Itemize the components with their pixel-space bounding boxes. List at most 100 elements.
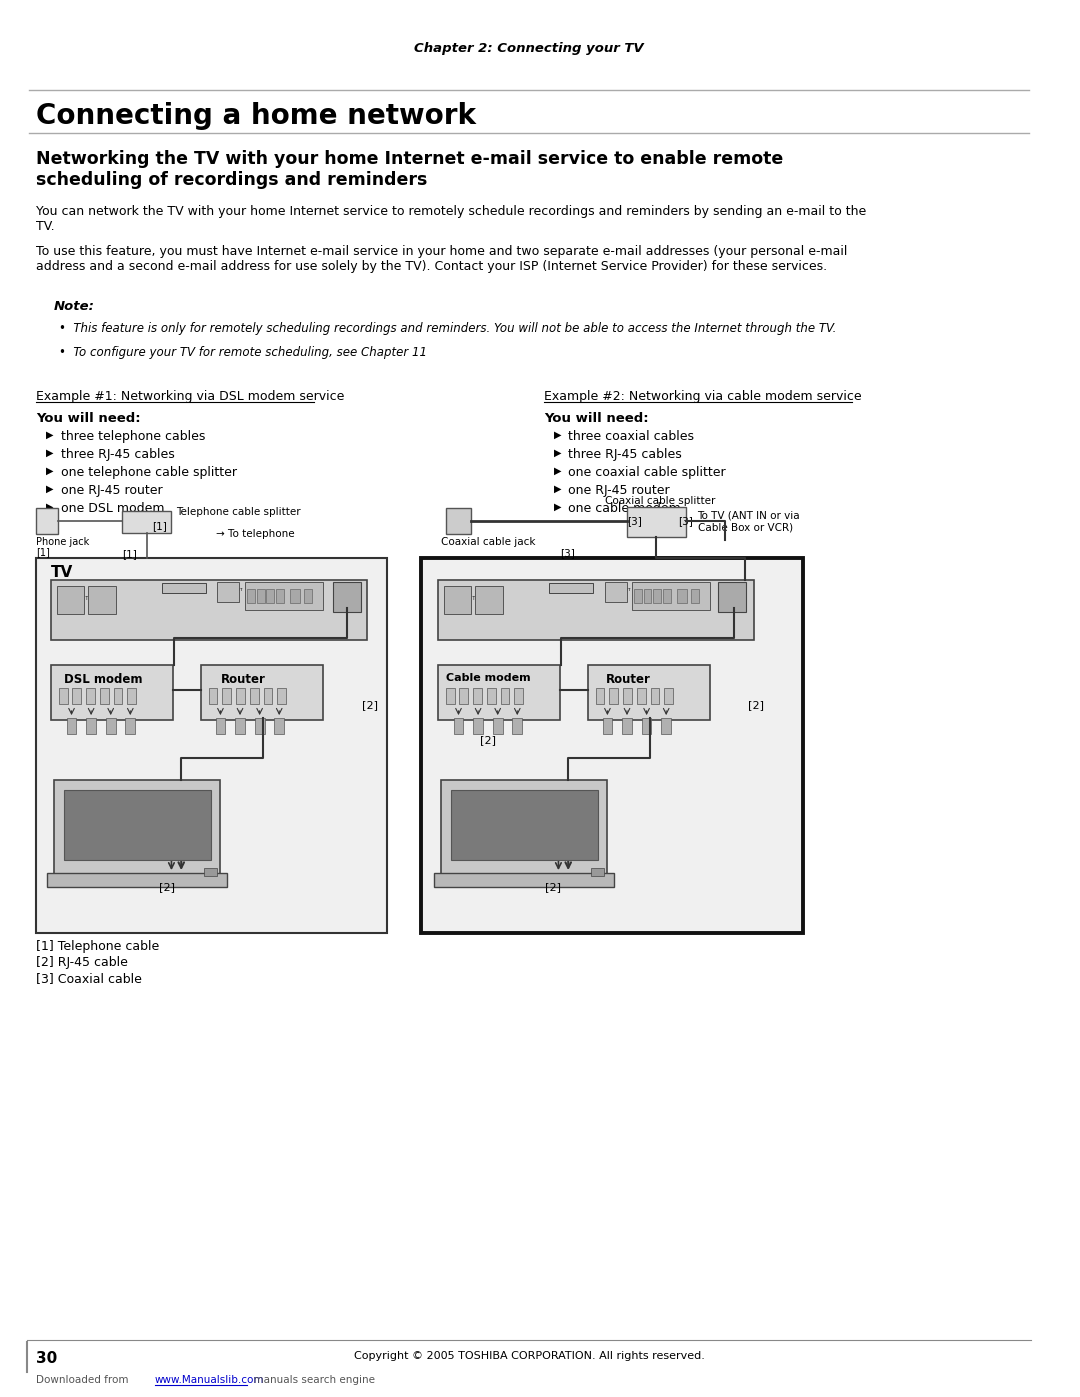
Bar: [267, 590, 274, 604]
Text: [1]: [1]: [122, 549, 137, 559]
Text: ▶: ▶: [46, 467, 54, 476]
Bar: [48, 873, 227, 887]
Bar: [89, 585, 116, 615]
Text: ▶: ▶: [554, 483, 561, 495]
Bar: [632, 583, 711, 610]
Bar: [51, 580, 367, 640]
Text: PC: PC: [490, 795, 508, 807]
Bar: [450, 789, 597, 861]
Text: G-LINK  TheaterNet  RSS1394  RJ-45: G-LINK TheaterNet RSS1394 RJ-45: [247, 583, 320, 587]
Text: Coaxial cable jack: Coaxial cable jack: [441, 536, 536, 548]
Bar: [216, 718, 226, 733]
Text: [2]: [2]: [544, 882, 561, 893]
Text: TV: TV: [51, 564, 73, 580]
Text: Example #2: Networking via cable modem service: Example #2: Networking via cable modem s…: [543, 390, 862, 402]
Bar: [459, 687, 469, 704]
Text: ▶: ▶: [554, 448, 561, 458]
Text: Example #1: Networking via DSL modem service: Example #1: Networking via DSL modem ser…: [37, 390, 345, 402]
Text: Networking the TV with your home Internet e-mail service to enable remote
schedu: Networking the TV with your home Interne…: [37, 149, 783, 189]
Bar: [642, 718, 651, 733]
Bar: [606, 583, 627, 602]
Text: [2]: [2]: [363, 700, 378, 710]
Bar: [264, 687, 272, 704]
Text: HDMI IN: HDMI IN: [164, 584, 193, 590]
Text: To TV (ANT IN or via: To TV (ANT IN or via: [698, 510, 800, 520]
Text: [2] RJ-45 cable: [2] RJ-45 cable: [37, 956, 129, 970]
Bar: [64, 789, 211, 861]
Text: [1] Telephone cable: [1] Telephone cable: [37, 940, 160, 953]
Bar: [661, 718, 671, 733]
Text: [3]: [3]: [627, 515, 642, 527]
Text: one RJ-45 router: one RJ-45 router: [60, 483, 162, 497]
Text: ▶: ▶: [554, 430, 561, 440]
Bar: [57, 585, 84, 615]
Text: three RJ-45 cables: three RJ-45 cables: [568, 448, 681, 461]
Bar: [37, 557, 387, 933]
Bar: [718, 583, 745, 612]
Bar: [434, 873, 615, 887]
Bar: [217, 583, 239, 602]
Text: •  This feature is only for remotely scheduling recordings and reminders. You wi: • This feature is only for remotely sche…: [58, 321, 836, 335]
Text: [3]: [3]: [678, 515, 693, 527]
Bar: [106, 718, 116, 733]
Bar: [473, 718, 483, 733]
Text: [1]: [1]: [37, 548, 50, 557]
Bar: [257, 590, 265, 604]
Bar: [249, 687, 258, 704]
Bar: [663, 590, 671, 604]
Bar: [501, 687, 510, 704]
Bar: [454, 718, 463, 733]
Text: www.Manualslib.com: www.Manualslib.com: [154, 1375, 265, 1384]
Text: Cable Box or VCR): Cable Box or VCR): [698, 522, 793, 532]
Text: ANT/75Ω: ANT/75Ω: [58, 588, 81, 592]
Bar: [588, 665, 711, 719]
Bar: [421, 557, 804, 933]
Bar: [677, 590, 687, 604]
Bar: [437, 665, 561, 719]
Text: Downloaded from: Downloaded from: [37, 1375, 132, 1384]
Text: one coaxial cable splitter: one coaxial cable splitter: [568, 467, 726, 479]
Text: ▶: ▶: [46, 430, 54, 440]
Text: ANT 1   ANT 2: ANT 1 ANT 2: [446, 597, 480, 601]
Bar: [122, 511, 172, 534]
Bar: [51, 665, 174, 719]
Bar: [201, 665, 323, 719]
Text: Note:: Note:: [54, 300, 95, 313]
Text: RJ-45: RJ-45: [721, 584, 731, 588]
Text: [2]: [2]: [480, 735, 496, 745]
Bar: [86, 687, 95, 704]
Bar: [278, 687, 286, 704]
Text: RJ-45: RJ-45: [336, 584, 347, 588]
Bar: [492, 718, 502, 733]
Text: Copyright © 2005 TOSHIBA CORPORATION. All rights reserved.: Copyright © 2005 TOSHIBA CORPORATION. Al…: [353, 1351, 704, 1361]
Bar: [637, 687, 646, 704]
Text: ▶: ▶: [554, 502, 561, 511]
Text: ANT/75Ω: ANT/75Ω: [446, 588, 468, 592]
Text: G-LINK  TheaterNet  RSS1394  RJ-45: G-LINK TheaterNet RSS1394 RJ-45: [634, 583, 707, 587]
Bar: [237, 687, 245, 704]
Bar: [549, 583, 593, 592]
Text: Cable modem: Cable modem: [446, 673, 530, 683]
Bar: [446, 509, 471, 534]
Bar: [303, 590, 311, 604]
Text: To use this feature, you must have Internet e-mail service in your home and two : To use this feature, you must have Inter…: [37, 244, 848, 272]
Bar: [245, 583, 323, 610]
Text: Phone jack: Phone jack: [37, 536, 90, 548]
Bar: [274, 718, 284, 733]
Bar: [634, 590, 642, 604]
Bar: [644, 590, 651, 604]
Text: one telephone cable splitter: one telephone cable splitter: [60, 467, 237, 479]
Bar: [127, 687, 136, 704]
Text: manuals search engine: manuals search engine: [247, 1375, 375, 1384]
Text: three telephone cables: three telephone cables: [60, 430, 205, 443]
Text: You will need:: You will need:: [37, 412, 140, 425]
Text: ANT 1   ANT 2: ANT 1 ANT 2: [58, 597, 93, 601]
Text: [1]: [1]: [152, 521, 166, 531]
Bar: [204, 868, 217, 876]
Bar: [235, 718, 245, 733]
Bar: [691, 590, 699, 604]
Text: DSL modem: DSL modem: [64, 673, 143, 686]
Bar: [276, 590, 284, 604]
Bar: [162, 583, 205, 592]
Bar: [650, 687, 659, 704]
